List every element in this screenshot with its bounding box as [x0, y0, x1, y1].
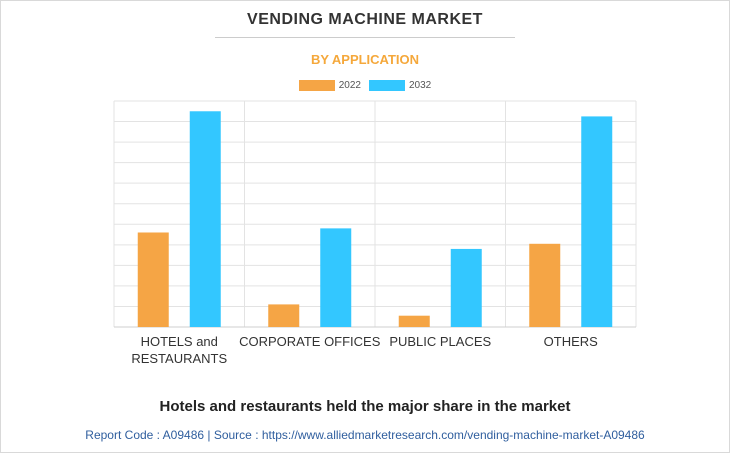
chart-title: VENDING MACHINE MARKET — [247, 11, 483, 28]
source-footer: Report Code : A09486 | Source : https://… — [85, 428, 645, 442]
bar-2022 — [529, 243, 561, 327]
bar-2032 — [320, 228, 352, 327]
bar-2032 — [450, 248, 482, 327]
bar-2032 — [581, 116, 613, 327]
legend-swatch-2032 — [369, 80, 405, 91]
title-divider — [215, 37, 515, 38]
bar-2022 — [137, 232, 169, 327]
chart-legend: 2022 2032 — [0, 80, 730, 91]
x-tick-label: OTHERS — [544, 334, 599, 349]
bar-2022 — [398, 315, 430, 327]
legend-label-2022: 2022 — [338, 80, 361, 91]
legend-label-2032: 2032 — [409, 80, 432, 91]
legend-item-2022: 2022 — [298, 80, 361, 91]
chart-caption: Hotels and restaurants held the major sh… — [159, 398, 571, 415]
bar-2032 — [189, 111, 221, 327]
legend-swatch-2022 — [298, 80, 335, 91]
bar-2022 — [268, 304, 300, 327]
legend-item-2032: 2032 — [369, 80, 431, 91]
x-tick-label: HOTELS and RESTAURANTS — [131, 334, 227, 366]
chart-subtitle: BY APPLICATION — [310, 52, 420, 67]
x-tick-label: PUBLIC PLACES — [389, 334, 491, 349]
x-tick-label: CORPORATE OFFICES — [239, 334, 381, 349]
